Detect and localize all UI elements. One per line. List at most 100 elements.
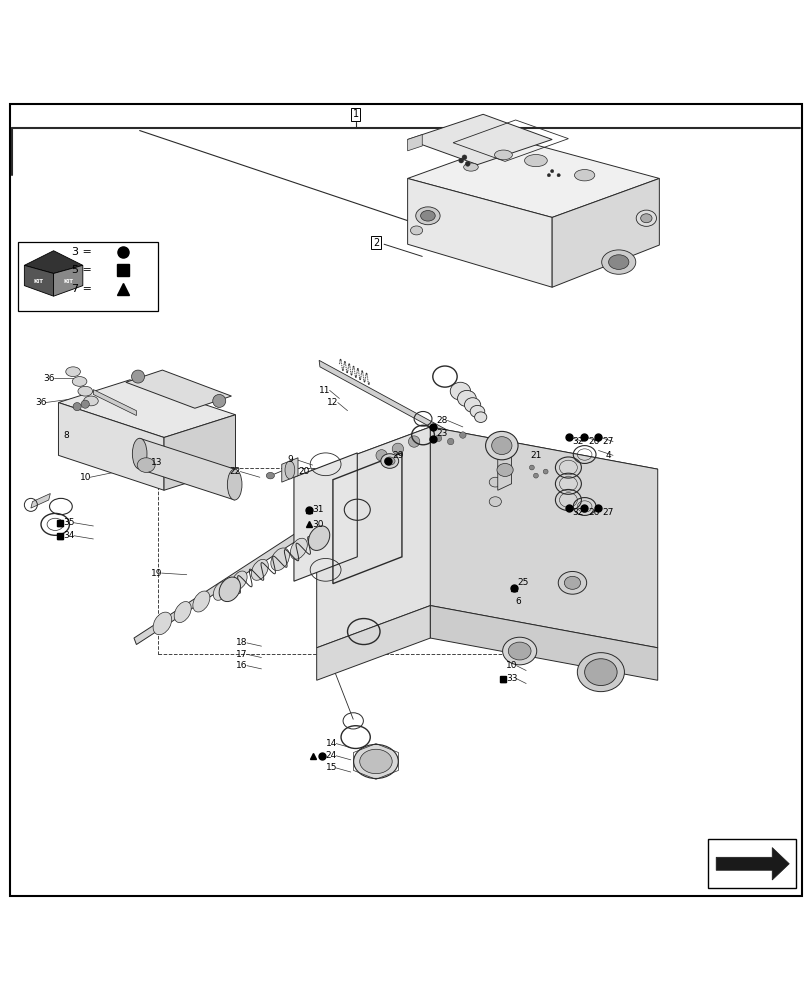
Ellipse shape bbox=[601, 250, 635, 274]
Ellipse shape bbox=[290, 538, 307, 559]
Circle shape bbox=[543, 469, 547, 474]
Circle shape bbox=[408, 436, 419, 447]
Ellipse shape bbox=[463, 163, 478, 171]
Ellipse shape bbox=[66, 367, 80, 377]
Text: 6: 6 bbox=[514, 597, 521, 606]
Text: 3 =: 3 = bbox=[72, 247, 92, 257]
Ellipse shape bbox=[474, 412, 486, 422]
Text: 35: 35 bbox=[63, 518, 75, 527]
Ellipse shape bbox=[219, 577, 240, 602]
Circle shape bbox=[131, 370, 144, 383]
Circle shape bbox=[212, 394, 225, 407]
Ellipse shape bbox=[232, 571, 247, 590]
Polygon shape bbox=[497, 450, 511, 490]
Text: 33: 33 bbox=[505, 674, 517, 683]
Polygon shape bbox=[319, 360, 457, 442]
Polygon shape bbox=[31, 494, 50, 508]
Ellipse shape bbox=[271, 548, 289, 571]
Text: 16: 16 bbox=[236, 661, 247, 670]
Circle shape bbox=[459, 432, 466, 438]
Polygon shape bbox=[316, 511, 328, 554]
Text: 18: 18 bbox=[236, 638, 247, 647]
Polygon shape bbox=[58, 380, 235, 437]
Ellipse shape bbox=[132, 438, 147, 469]
Ellipse shape bbox=[410, 226, 422, 235]
Text: 29: 29 bbox=[392, 451, 403, 460]
Circle shape bbox=[447, 438, 453, 445]
Ellipse shape bbox=[557, 571, 586, 594]
Circle shape bbox=[73, 403, 81, 411]
Ellipse shape bbox=[608, 255, 628, 269]
Text: 23: 23 bbox=[436, 429, 448, 438]
Text: 25: 25 bbox=[517, 578, 528, 587]
Text: KIT: KIT bbox=[34, 279, 44, 284]
Circle shape bbox=[547, 174, 550, 177]
Text: 26: 26 bbox=[588, 508, 599, 517]
Ellipse shape bbox=[577, 653, 624, 692]
Ellipse shape bbox=[193, 591, 209, 612]
Text: 8: 8 bbox=[63, 431, 70, 440]
Text: 32: 32 bbox=[572, 437, 583, 446]
Polygon shape bbox=[407, 178, 551, 287]
Ellipse shape bbox=[311, 529, 325, 547]
Polygon shape bbox=[134, 496, 355, 645]
Polygon shape bbox=[316, 606, 430, 680]
Polygon shape bbox=[24, 251, 83, 273]
Ellipse shape bbox=[470, 405, 484, 418]
Ellipse shape bbox=[359, 749, 392, 774]
Polygon shape bbox=[139, 438, 234, 500]
Text: 34: 34 bbox=[63, 531, 75, 540]
Text: 21: 21 bbox=[530, 451, 541, 460]
Text: 36: 36 bbox=[35, 398, 46, 407]
Polygon shape bbox=[715, 848, 788, 880]
Text: 7 =: 7 = bbox=[71, 284, 92, 294]
Ellipse shape bbox=[285, 461, 294, 479]
Ellipse shape bbox=[488, 477, 500, 487]
Ellipse shape bbox=[488, 497, 500, 506]
Ellipse shape bbox=[227, 469, 242, 500]
Ellipse shape bbox=[72, 377, 87, 386]
Text: 10: 10 bbox=[79, 473, 91, 482]
Text: 32: 32 bbox=[572, 508, 583, 517]
Ellipse shape bbox=[449, 382, 470, 400]
Bar bbox=[707, 839, 795, 888]
Text: 24: 24 bbox=[325, 751, 337, 760]
Polygon shape bbox=[316, 427, 430, 648]
Ellipse shape bbox=[251, 559, 268, 580]
Polygon shape bbox=[54, 265, 83, 296]
Ellipse shape bbox=[584, 659, 616, 686]
Ellipse shape bbox=[78, 386, 92, 396]
Polygon shape bbox=[551, 178, 659, 287]
Ellipse shape bbox=[485, 431, 517, 460]
Polygon shape bbox=[430, 427, 657, 648]
Text: 31: 31 bbox=[312, 505, 324, 514]
Text: KIT: KIT bbox=[63, 279, 73, 284]
Circle shape bbox=[533, 473, 538, 478]
Polygon shape bbox=[58, 403, 164, 490]
Text: 19: 19 bbox=[151, 569, 162, 578]
Text: 28: 28 bbox=[436, 416, 448, 425]
Circle shape bbox=[458, 158, 463, 163]
Ellipse shape bbox=[464, 398, 480, 412]
Polygon shape bbox=[316, 427, 657, 511]
Ellipse shape bbox=[573, 170, 594, 181]
Text: 30: 30 bbox=[312, 520, 324, 529]
Polygon shape bbox=[407, 135, 422, 151]
Ellipse shape bbox=[266, 472, 274, 479]
Ellipse shape bbox=[491, 437, 511, 455]
Circle shape bbox=[81, 400, 89, 408]
Text: 11: 11 bbox=[319, 386, 330, 395]
Text: 5 =: 5 = bbox=[72, 265, 92, 275]
Text: 10: 10 bbox=[505, 661, 517, 670]
Polygon shape bbox=[294, 453, 357, 581]
Text: 20: 20 bbox=[298, 467, 310, 476]
Ellipse shape bbox=[308, 526, 329, 550]
Circle shape bbox=[392, 443, 403, 455]
Polygon shape bbox=[407, 114, 551, 165]
Text: 27: 27 bbox=[602, 508, 613, 517]
Circle shape bbox=[550, 170, 553, 173]
Polygon shape bbox=[430, 606, 657, 680]
Bar bbox=[18, 242, 158, 311]
Circle shape bbox=[375, 450, 387, 461]
Text: 36: 36 bbox=[43, 374, 54, 383]
